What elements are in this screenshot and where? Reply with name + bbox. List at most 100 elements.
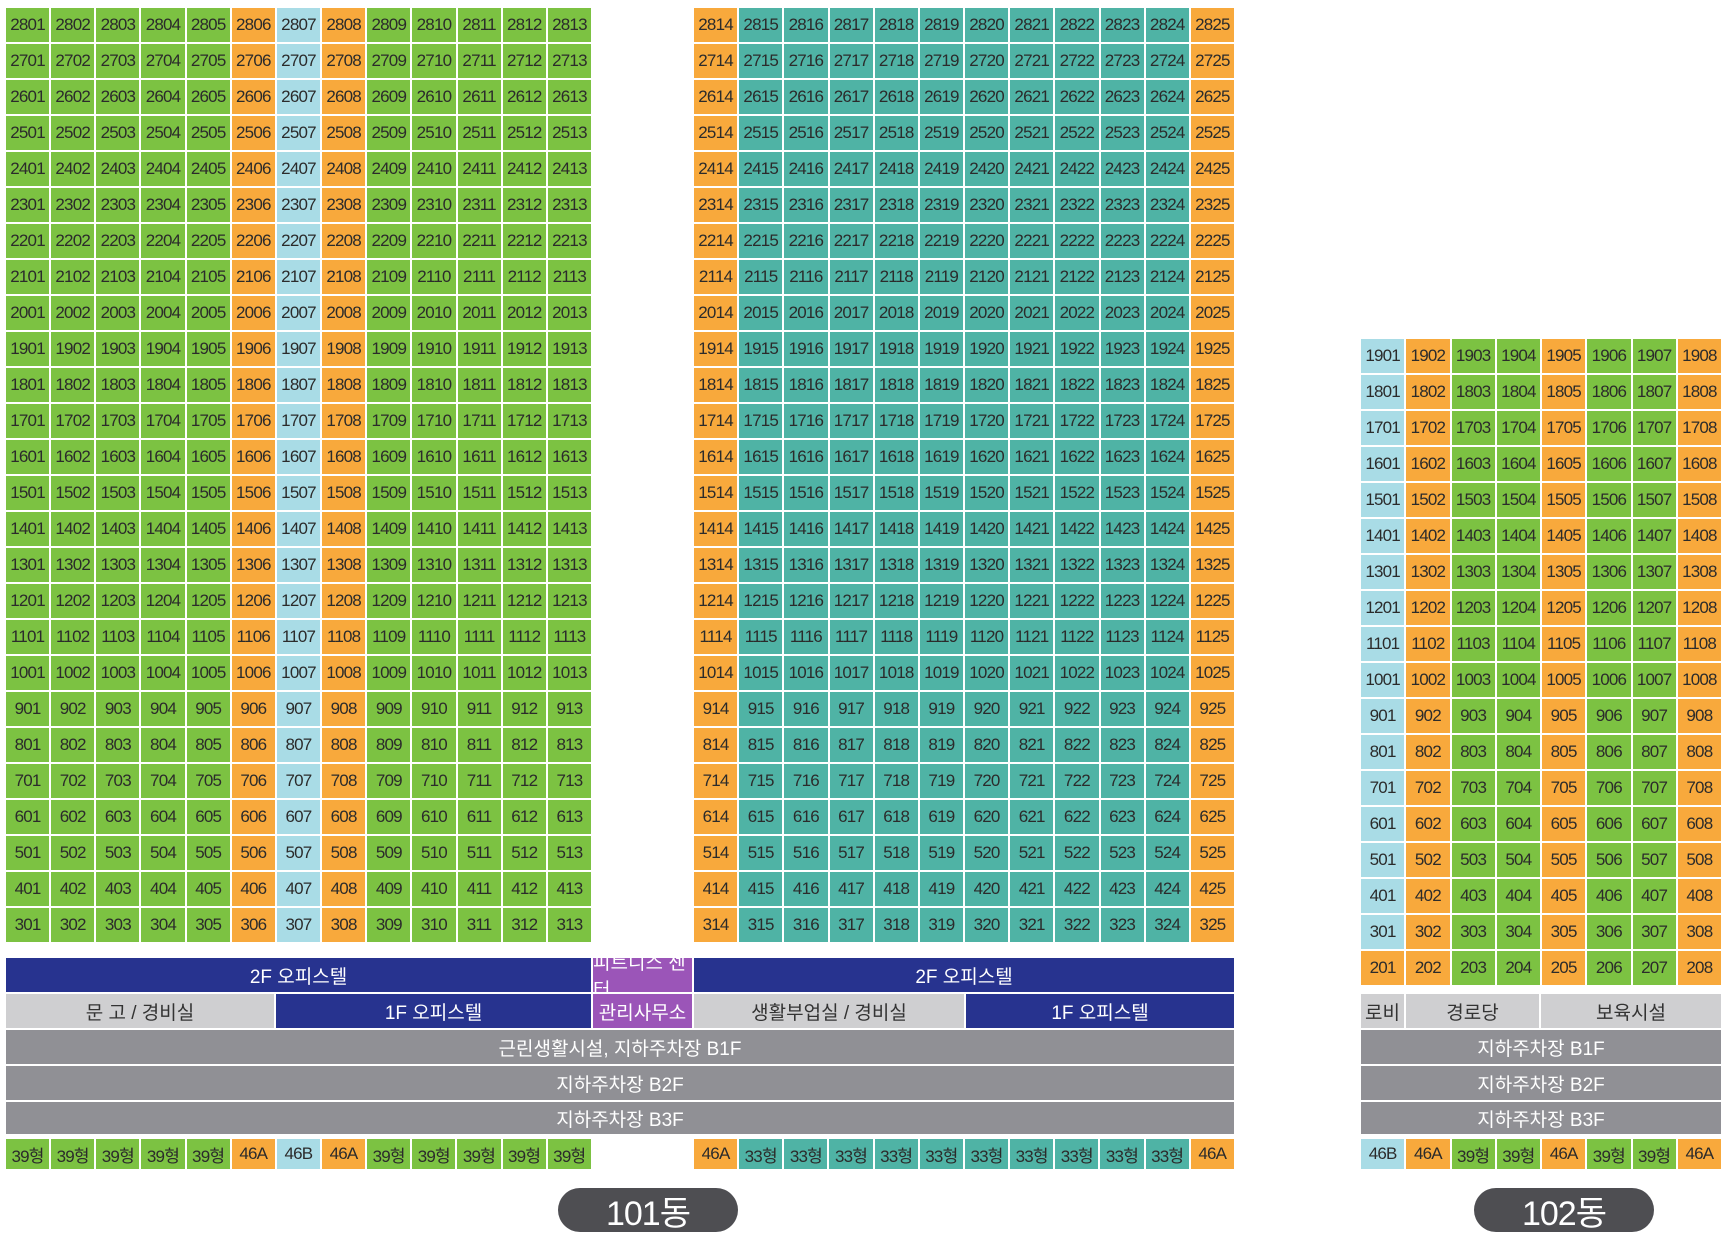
unit-cell: 1424: [1145, 512, 1189, 546]
unit-cell: 1801: [6, 368, 50, 402]
unit-cell: 308: [322, 908, 366, 942]
unit-cell: 504: [1496, 843, 1540, 877]
officetel-2f-right: 2F 오피스텔: [694, 958, 1234, 992]
unit-cell: 419: [919, 872, 963, 906]
unit-cell: 2507: [276, 116, 321, 150]
unit-cell: 1715: [739, 404, 783, 438]
unit-cell: 1609: [367, 440, 411, 474]
unit-cell: 1314: [694, 548, 738, 582]
unit-cell: 1311: [457, 548, 501, 582]
unit-cell: 2703: [96, 44, 140, 78]
unit-cell: 624: [1145, 800, 1189, 834]
unit-type-label: 33형: [919, 1139, 963, 1169]
unit-cell: 2612: [502, 80, 546, 114]
unit-cell: 804: [141, 728, 185, 762]
unit-cell: 2420: [965, 152, 1009, 186]
unit-cell: 324: [1145, 908, 1189, 942]
unit-cell: 1608: [322, 440, 366, 474]
unit-cell: 1306: [1587, 555, 1631, 589]
unit-cell: 1418: [874, 512, 918, 546]
unit-cell: 1223: [1100, 584, 1144, 618]
unit-cell: 1518: [874, 476, 918, 510]
unit-cell: 801: [1361, 735, 1405, 769]
unit-cell: 2310: [412, 188, 456, 222]
unit-cell: 817: [829, 728, 873, 762]
unit-cell: 2020: [965, 296, 1009, 330]
unit-cell: 1207: [1632, 591, 1676, 625]
unit-cell: 2601: [6, 80, 50, 114]
unit-cell: 1812: [502, 368, 546, 402]
unit-cell: 710: [412, 764, 456, 798]
b2-parking-102: 지하주차장 B2F: [1361, 1066, 1721, 1100]
unit-cell: 1014: [694, 656, 738, 690]
unit-cell: 1023: [1100, 656, 1144, 690]
unit-type-label: 39형: [1632, 1139, 1676, 1169]
unit-cell: 2219: [919, 224, 963, 258]
unit-cell: 1102: [1406, 627, 1450, 661]
unit-cell: 306: [1587, 915, 1631, 949]
unit-cell: 413: [547, 872, 591, 906]
unit-cell: 2701: [6, 44, 50, 78]
unit-cell: 320: [965, 908, 1009, 942]
unit-cell: 2718: [874, 44, 918, 78]
unit-cell: 1723: [1100, 404, 1144, 438]
unit-cell: 1903: [1451, 339, 1495, 373]
unit-cell: 2517: [829, 116, 873, 150]
unit-cell: 918: [874, 692, 918, 726]
unit-cell: 2506: [231, 116, 275, 150]
unit-cell: 609: [367, 800, 411, 834]
unit-cell: 1823: [1100, 368, 1144, 402]
unit-cell: 2009: [367, 296, 411, 330]
unit-cell: 1216: [784, 584, 828, 618]
unit-cell: 2308: [322, 188, 366, 222]
unit-cell: 605: [186, 800, 230, 834]
unit-cell: 1507: [1632, 483, 1676, 517]
unit-cell: 1011: [457, 656, 501, 690]
unit-cell: 314: [694, 908, 738, 942]
unit-cell: 1802: [1406, 375, 1450, 409]
unit-cell: 1905: [1542, 339, 1586, 373]
unit-cell: 1417: [829, 512, 873, 546]
unit-cell: 2424: [1145, 152, 1189, 186]
unit-cell: 805: [186, 728, 230, 762]
unit-cell: 312: [502, 908, 546, 942]
unit-cell: 1203: [96, 584, 140, 618]
unit-cell: 1508: [1677, 483, 1721, 517]
unit-cell: 2002: [51, 296, 95, 330]
unit-cell: 2108: [322, 260, 366, 294]
unit-cell: 2018: [874, 296, 918, 330]
unit-cell: 1220: [965, 584, 1009, 618]
unit-cell: 2613: [547, 80, 591, 114]
unit-cell: 622: [1055, 800, 1099, 834]
unit-cell: 723: [1100, 764, 1144, 798]
unit-cell: 1121: [1010, 620, 1054, 654]
unit-cell: 1713: [547, 404, 591, 438]
unit-cell: 2607: [276, 80, 321, 114]
unit-cell: 1107: [276, 620, 321, 654]
unit-cell: 403: [1451, 879, 1495, 913]
unit-cell: 905: [186, 692, 230, 726]
unit-cell: 2413: [547, 152, 591, 186]
unit-cell: 1505: [186, 476, 230, 510]
unit-cell: 1022: [1055, 656, 1099, 690]
unit-cell: 415: [739, 872, 783, 906]
unit-cell: 2313: [547, 188, 591, 222]
unit-cell: 2406: [231, 152, 275, 186]
unit-cell: 203: [1451, 951, 1495, 985]
unit-cell: 611: [457, 800, 501, 834]
unit-type-label: 39형: [1451, 1139, 1495, 1169]
unit-cell: 1108: [1677, 627, 1721, 661]
unit-cell: 1404: [141, 512, 185, 546]
unit-cell: 1714: [694, 404, 738, 438]
unit-cell: 807: [276, 728, 321, 762]
unit-cell: 2714: [694, 44, 738, 78]
unit-cell: 912: [502, 692, 546, 726]
unit-cell: 1304: [1496, 555, 1540, 589]
unit-cell: 2408: [322, 152, 366, 186]
unit-cell: 1106: [1587, 627, 1631, 661]
unit-cell: 1721: [1010, 404, 1054, 438]
unit-cell: 810: [412, 728, 456, 762]
unit-cell: 418: [874, 872, 918, 906]
unit-cell: 2412: [502, 152, 546, 186]
unit-cell: 1814: [694, 368, 738, 402]
